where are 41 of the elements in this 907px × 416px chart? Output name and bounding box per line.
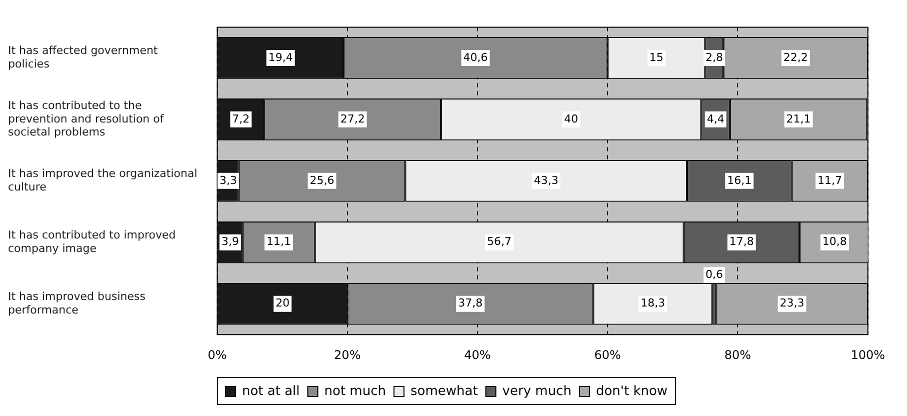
- data-label: 43,3: [534, 174, 558, 187]
- data-label: 4,4: [706, 112, 724, 126]
- x-tick-label: 60%: [594, 348, 621, 362]
- data-label: 40,6: [463, 50, 488, 64]
- data-label: 40: [564, 112, 578, 126]
- data-label: 2,8: [706, 50, 724, 64]
- data-label: 7,2: [232, 112, 250, 126]
- x-tick-label: 40%: [464, 348, 491, 362]
- legend-label: somewhat: [410, 384, 478, 399]
- data-label: 20: [276, 296, 290, 310]
- data-label: 21,1: [786, 112, 811, 126]
- y-tick-label: It has improved the organizational culture: [8, 167, 198, 194]
- data-label: 3,9: [221, 235, 239, 248]
- data-label: 16,1: [727, 174, 752, 187]
- data-label: 10,8: [822, 235, 847, 248]
- x-tick-label: 80%: [724, 348, 752, 362]
- legend-label: not at all: [242, 384, 300, 399]
- data-label: 27,2: [340, 112, 365, 126]
- x-tick-label: 100%: [850, 348, 886, 362]
- legend-label: very much: [502, 384, 572, 399]
- y-tick-label: It has contributed to the prevention and resolution of societal problems: [8, 99, 165, 138]
- data-label: 22,2: [783, 50, 808, 64]
- legend-label: don't know: [596, 384, 668, 399]
- data-label: 15: [649, 50, 664, 64]
- data-label: 0,6: [706, 268, 724, 281]
- data-label: 17,8: [729, 235, 754, 248]
- x-tick-label: 0%: [208, 348, 227, 362]
- y-tick-label: It has improved business performance: [8, 290, 146, 316]
- data-label: 18,3: [640, 296, 666, 310]
- data-label: 11,1: [266, 235, 291, 248]
- x-tick-label: 20%: [334, 348, 361, 362]
- data-label: 23,3: [780, 296, 804, 310]
- data-label: 25,6: [310, 174, 334, 187]
- y-tick-label: It has contributed to improved company image: [8, 228, 176, 255]
- data-label: 3,3: [219, 174, 237, 187]
- data-label: 56,7: [487, 235, 512, 248]
- data-label: 11,7: [818, 174, 842, 187]
- y-tick-label: It has affected government policies: [8, 44, 158, 70]
- data-label: 19,4: [268, 50, 293, 64]
- legend-label: not much: [324, 384, 386, 399]
- data-label: 37,8: [458, 296, 483, 310]
